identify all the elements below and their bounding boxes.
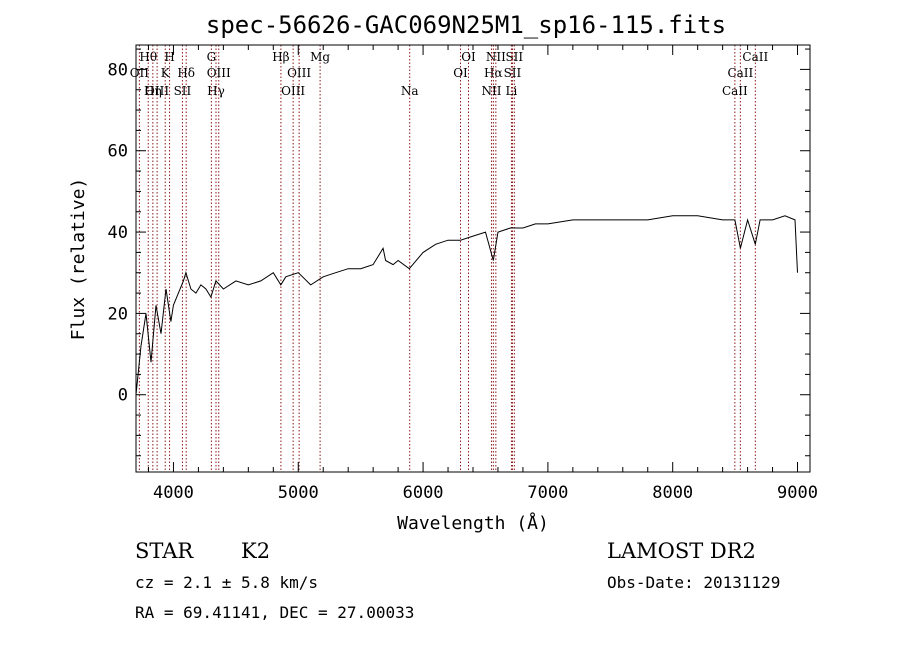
spectral-line-label: NII [486, 50, 506, 64]
spectral-line-label: Hα [484, 66, 503, 80]
spectral-line-label: OI [453, 66, 468, 80]
object-class: STAR [135, 539, 194, 563]
observation-date: Obs-Date: 20131129 [607, 573, 781, 592]
y-axis-label: Flux (relative) [68, 178, 89, 341]
spectral-line-label: H [164, 50, 174, 64]
spectral-line-label: Hβ [272, 50, 289, 64]
spectral-line-label: Hδ [177, 66, 195, 80]
spectral-line-label: K [161, 66, 171, 80]
spectral-line-label: SII [174, 84, 192, 98]
plot-frame [135, 44, 811, 473]
spectral-line-label: OIII [281, 84, 305, 98]
x-tick-label: 6000 [403, 483, 444, 503]
x-tick-label: 8000 [652, 483, 693, 503]
spectral-line-label: Li [506, 84, 518, 98]
y-tick-label: 0 [118, 386, 128, 406]
spectral-line-label: Hθ [139, 50, 157, 64]
spectral-line-label: Na [401, 84, 419, 98]
x-tick-label: 4000 [153, 483, 194, 503]
spectral-line-label: OII [130, 66, 150, 80]
spectral-line-label: OIII [145, 84, 169, 98]
spectral-line-label: Hη [144, 84, 162, 98]
spectral-line-label: SII [505, 50, 523, 64]
spectral-line-label: CaII [727, 66, 753, 80]
object-subclass: K2 [241, 539, 271, 563]
spectral-line-label: OIII [207, 66, 231, 80]
spectral-line-label: Mg [310, 50, 330, 64]
spectral-line-label: OI [461, 50, 476, 64]
y-tick-label: 80 [108, 60, 128, 80]
axis-ticks-layer: 4000 5000 6000 7000 8000 9000 0 20 40 60 80 [108, 45, 818, 503]
ra-dec: RA = 69.41141, DEC = 27.00033 [135, 603, 415, 622]
spectral-line-label: SII [504, 66, 522, 80]
spectral-line-label: NII [481, 84, 501, 98]
x-tick-label: 5000 [278, 483, 319, 503]
redshift-cz: cz = 2.1 ± 5.8 km/s [135, 573, 319, 592]
spectral-line-label: Hγ [207, 84, 225, 98]
spectral-line-label: CaII [722, 84, 748, 98]
x-axis-label: Wavelength (Å) [397, 512, 549, 534]
spectrum-line [135, 215, 798, 395]
spectral-line-label: G [207, 50, 217, 64]
survey-name: LAMOST DR2 [607, 539, 756, 563]
x-tick-label: 7000 [527, 483, 568, 503]
chart-title: spec-56626-GAC069N25M1_sp16-115.fits [206, 11, 726, 39]
spectral-line-label: CaII [742, 50, 768, 64]
y-tick-label: 60 [108, 142, 128, 162]
spectral-line-label: OIII [287, 66, 311, 80]
y-tick-label: 20 [108, 304, 128, 324]
y-tick-label: 40 [108, 223, 128, 243]
x-tick-label: 9000 [777, 483, 818, 503]
